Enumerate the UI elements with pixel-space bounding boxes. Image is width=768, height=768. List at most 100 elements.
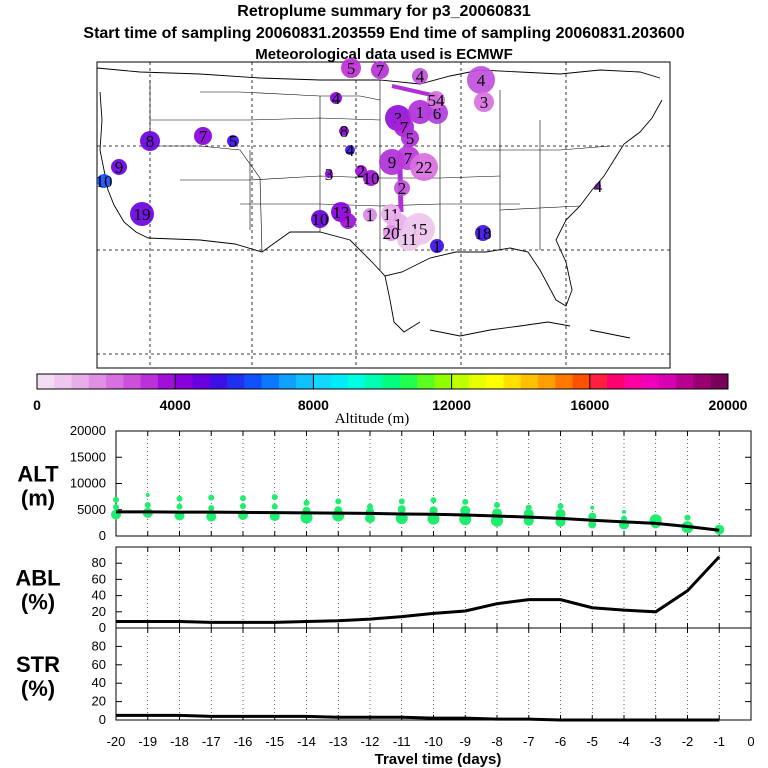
x-tick-label: -15: [265, 734, 284, 749]
plume-marker-label: 2: [357, 162, 366, 181]
alt-scatter-point: [429, 506, 438, 515]
panel-y-tick-label: 0: [99, 528, 106, 543]
met-data-line: Meteorological data used is ECMWF: [255, 46, 513, 63]
alt-scatter-point: [460, 505, 471, 516]
colorbar-swatch: [555, 374, 573, 389]
colorbar-swatch: [382, 374, 401, 389]
plume-marker: [430, 239, 444, 253]
panel-y-tick-label: 20: [92, 604, 106, 619]
alt-scatter-point: [271, 494, 278, 501]
alt-scatter-point: [588, 512, 597, 521]
alt-scatter-point: [144, 502, 151, 509]
panel-y-tick-label: 80: [92, 555, 106, 570]
alt-scatter-point: [397, 505, 406, 514]
colorbar-tick-label: 16000: [570, 397, 609, 413]
chart-title: Retroplume summary for p3_20060831: [237, 3, 531, 20]
panel-y-tick-label: 80: [92, 638, 106, 653]
plume-marker-label: 3: [325, 165, 334, 184]
panel-y-tick-label: 0: [99, 620, 106, 635]
colorbar-swatch: [296, 374, 314, 389]
plume-marker-label: 8: [340, 122, 349, 141]
plume-marker: [340, 213, 356, 229]
plume-marker-label: 1: [394, 215, 403, 234]
plume-marker: [371, 61, 389, 79]
str-line: [116, 713, 720, 722]
plume-marker: [227, 135, 239, 147]
panel-y-tick-label: 5000: [77, 502, 106, 517]
alt-scatter-point: [365, 513, 375, 524]
colorbar-swatch: [140, 374, 159, 389]
plume-marker-label: 1: [344, 212, 353, 231]
alt-scatter-point: [145, 493, 150, 498]
panel-y-tick-label: 60: [92, 571, 106, 586]
plume-marker: [111, 159, 127, 175]
colorbar-swatch: [399, 374, 418, 389]
plume-marker-label: 7: [404, 149, 413, 168]
panel-ylabel-alt: ALT: [17, 462, 59, 487]
plume-marker-label: 2: [398, 179, 407, 198]
plume-marker-label: 1: [416, 103, 425, 122]
plume-marker: [401, 129, 419, 147]
plume-marker-label: 7: [400, 118, 409, 137]
colorbar-tick-label: 8000: [298, 397, 329, 413]
colorbar-swatch: [417, 374, 435, 389]
x-tick-label: -14: [297, 734, 316, 749]
alt-scatter-point: [271, 503, 278, 510]
plume-marker: [97, 174, 111, 188]
alt-scatter-point: [430, 497, 437, 504]
colorbar-swatch: [106, 374, 124, 389]
x-tick-label: -17: [202, 734, 221, 749]
alt-scatter-point: [494, 502, 500, 509]
plume-marker: [194, 127, 212, 145]
plume-marker: [311, 210, 329, 228]
plume-marker: [474, 92, 494, 112]
panel-y-tick-label: 10000: [70, 476, 106, 491]
plume-marker-label: 22: [416, 158, 433, 177]
plume-marker-label: 10: [312, 210, 329, 229]
colorbar-swatch: [175, 374, 193, 389]
plume-marker-label: 3: [480, 93, 489, 112]
plume-marker-label: 54: [428, 91, 446, 110]
altitude-colorbar: 0 4000 8000 12000 16000 20000: [33, 373, 748, 413]
alt-scatter-point: [491, 514, 503, 527]
alt-scatter-point: [590, 505, 595, 510]
colorbar-swatch: [192, 374, 211, 389]
panel-y-tick-label: 15000: [70, 449, 106, 464]
plume-marker-label: 3: [394, 109, 403, 128]
x-tick-label: -3: [650, 734, 662, 749]
x-tick-label: -2: [682, 734, 694, 749]
west-coast: [99, 91, 149, 239]
colorbar-swatch: [209, 374, 228, 389]
colorbar-swatch: [658, 374, 677, 389]
colorbar-swatch: [434, 374, 452, 389]
plume-marker: [394, 180, 410, 196]
cuba-outline: [429, 321, 571, 337]
plume-marker-label: 6: [433, 104, 442, 123]
plume-marker-label: 10: [96, 172, 113, 191]
colorbar-swatch: [88, 374, 107, 389]
colorbar-swatch: [676, 374, 694, 389]
alt-scatter-point: [588, 520, 597, 529]
alt-scatter-point: [557, 503, 564, 510]
plume-marker: [383, 225, 399, 241]
alt-scatter-point: [208, 494, 215, 501]
colorbar-swatch: [572, 374, 591, 389]
plume-marker-label: 5: [229, 132, 238, 151]
panel-y-tick-label: 20: [92, 694, 106, 709]
colorbar-tick-label: 0: [33, 397, 41, 413]
colorbar-swatch: [468, 374, 487, 389]
colorbar-title: Altitude (m): [335, 411, 410, 427]
northern-border: [96, 67, 661, 85]
plume-marker: [595, 183, 601, 189]
plume-marker-label: 20: [383, 224, 400, 243]
plume-marker: [410, 153, 438, 181]
alt-scatter-point: [240, 495, 246, 502]
panel-y-tick-label: 60: [92, 657, 106, 672]
panel-frame-str: [115, 627, 752, 721]
gulf-coast: [384, 275, 421, 333]
x-tick-label: -9: [459, 734, 471, 749]
plume-marker-label: 8: [146, 132, 155, 151]
plume-marker: [467, 66, 495, 94]
plume-marker: [330, 92, 342, 104]
